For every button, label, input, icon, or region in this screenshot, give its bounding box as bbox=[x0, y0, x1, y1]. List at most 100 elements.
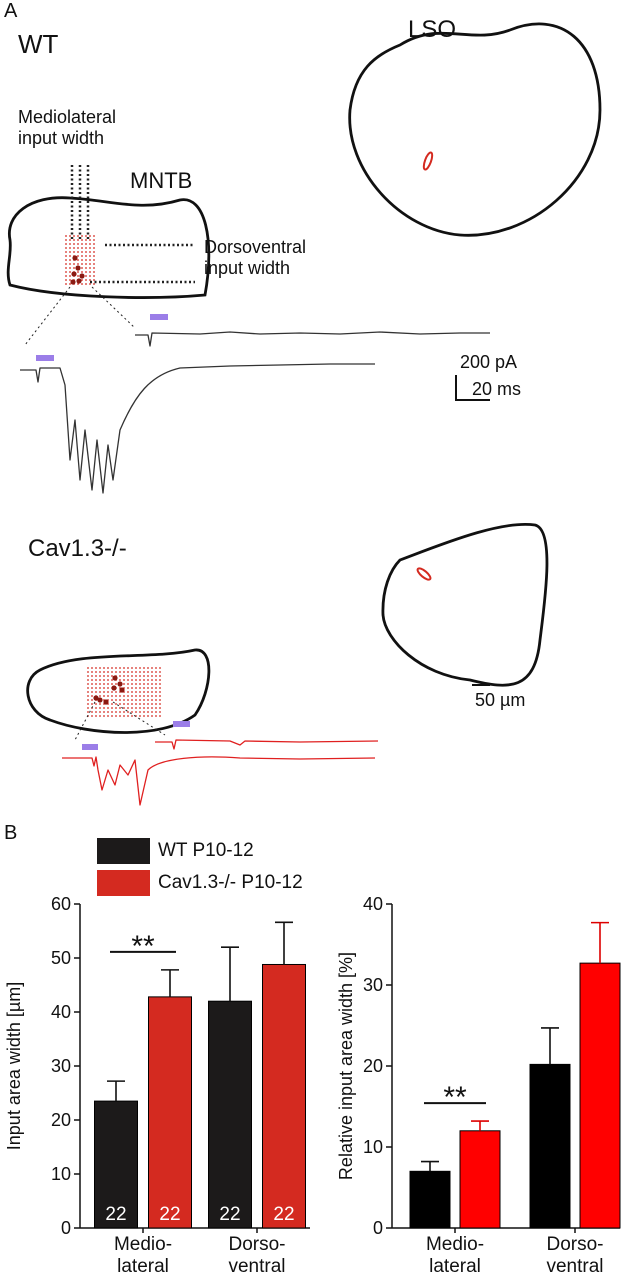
annotation: Mediolateral input width bbox=[18, 107, 117, 148]
region-label: MNTB bbox=[130, 168, 193, 193]
scale-label: 50 µm bbox=[475, 690, 526, 710]
grid-point bbox=[131, 671, 133, 673]
grid-point bbox=[65, 251, 67, 253]
grid-point bbox=[127, 671, 129, 673]
grid-point bbox=[69, 275, 71, 277]
n-label: 22 bbox=[159, 1204, 180, 1225]
grid-point bbox=[69, 243, 71, 245]
error-bar bbox=[275, 921, 293, 965]
light-pulse bbox=[82, 744, 98, 750]
grid-point bbox=[103, 667, 105, 669]
grid-point bbox=[115, 671, 117, 673]
grid-point bbox=[147, 695, 149, 697]
grid-point bbox=[85, 235, 87, 237]
grid-point bbox=[87, 691, 89, 693]
grid-point bbox=[89, 283, 91, 285]
grid-point bbox=[127, 679, 129, 681]
grid-point bbox=[87, 667, 89, 669]
input-site bbox=[93, 695, 99, 701]
current-trace bbox=[62, 756, 376, 806]
grid-point bbox=[119, 715, 121, 717]
grid-point bbox=[89, 235, 91, 237]
mntb-outline bbox=[6, 196, 211, 299]
grid-point bbox=[143, 699, 145, 701]
grid-point bbox=[87, 683, 89, 685]
input-site bbox=[117, 681, 123, 687]
grid-point bbox=[87, 687, 89, 689]
grid-point bbox=[127, 691, 129, 693]
grid-point bbox=[107, 707, 109, 709]
grid-point bbox=[85, 271, 87, 273]
error-bar bbox=[421, 1160, 439, 1172]
grid-point bbox=[127, 683, 129, 685]
grid-point bbox=[139, 691, 141, 693]
grid-point bbox=[111, 695, 113, 697]
lso-input-site bbox=[422, 151, 434, 171]
grid-point bbox=[103, 683, 105, 685]
input-site bbox=[71, 271, 77, 277]
legend-label: Cav1.3-/- P10-12 bbox=[158, 872, 303, 893]
grid-point bbox=[89, 271, 91, 273]
grid-point bbox=[147, 699, 149, 701]
legend-swatch bbox=[97, 870, 150, 896]
grid-point bbox=[155, 667, 157, 669]
grid-point bbox=[159, 707, 161, 709]
grid-point bbox=[93, 279, 95, 281]
connector bbox=[91, 286, 136, 329]
grid-point bbox=[127, 687, 129, 689]
grid-point bbox=[99, 703, 101, 705]
grid-point bbox=[91, 711, 93, 713]
current-trace bbox=[135, 331, 490, 347]
grid-point bbox=[91, 699, 93, 701]
grid-point bbox=[127, 695, 129, 697]
grid-point bbox=[135, 687, 137, 689]
grid-point bbox=[89, 247, 91, 249]
grid-point bbox=[95, 679, 97, 681]
grid-point bbox=[147, 675, 149, 677]
significance-label: ** bbox=[443, 1081, 467, 1114]
grid-point bbox=[107, 679, 109, 681]
grid-point bbox=[89, 263, 91, 265]
grid-point bbox=[77, 235, 79, 237]
grid-point bbox=[99, 707, 101, 709]
grid-point bbox=[99, 715, 101, 717]
grid-point bbox=[151, 707, 153, 709]
x-tick-label: Medio- lateral bbox=[425, 1234, 485, 1277]
region-label: LSO bbox=[408, 16, 457, 43]
grid-point bbox=[111, 699, 113, 701]
mntb-outline bbox=[26, 648, 211, 734]
grid-point bbox=[131, 683, 133, 685]
grid-point bbox=[81, 271, 83, 273]
light-pulse bbox=[36, 355, 54, 361]
grid-point bbox=[139, 699, 141, 701]
grid-point bbox=[159, 699, 161, 701]
grid-point bbox=[103, 671, 105, 673]
grid-point bbox=[135, 695, 137, 697]
grid-point bbox=[123, 699, 125, 701]
grid-point bbox=[73, 251, 75, 253]
grid-point bbox=[139, 695, 141, 697]
bar bbox=[94, 1100, 138, 1229]
grid-point bbox=[107, 695, 109, 697]
grid-point bbox=[131, 667, 133, 669]
grid-point bbox=[151, 715, 153, 717]
n-label: 22 bbox=[105, 1204, 126, 1225]
grid-point bbox=[123, 675, 125, 677]
grid-point bbox=[99, 687, 101, 689]
grid-point bbox=[159, 683, 161, 685]
error-bar bbox=[161, 969, 179, 997]
y-tick-label: 0 bbox=[373, 1218, 383, 1238]
grid-point bbox=[81, 247, 83, 249]
error-bar bbox=[471, 1120, 489, 1131]
grid-point bbox=[135, 671, 137, 673]
grid-point bbox=[127, 707, 129, 709]
genotype-label: WT bbox=[18, 29, 59, 59]
grid-point bbox=[131, 675, 133, 677]
grid-point bbox=[95, 687, 97, 689]
grid-point bbox=[93, 271, 95, 273]
grid-point bbox=[107, 667, 109, 669]
grid-point bbox=[81, 267, 83, 269]
grid-point bbox=[147, 711, 149, 713]
grid-point bbox=[147, 703, 149, 705]
grid-point bbox=[69, 247, 71, 249]
